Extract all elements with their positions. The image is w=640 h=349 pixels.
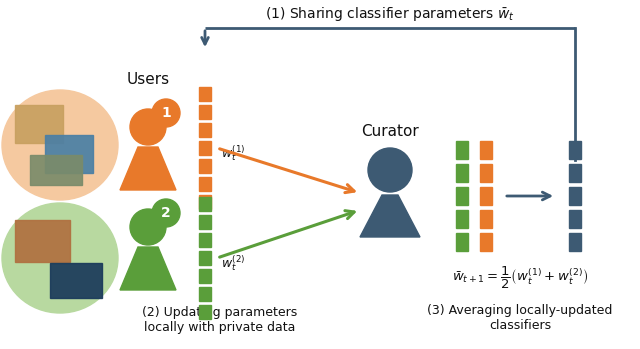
Bar bbox=[199, 305, 211, 319]
Bar bbox=[199, 233, 211, 247]
Bar bbox=[199, 287, 211, 301]
Text: $\bar{w}_{t+1} = \dfrac{1}{2}\left(w_t^{(1)} + w_t^{(2)}\right)$: $\bar{w}_{t+1} = \dfrac{1}{2}\left(w_t^{… bbox=[452, 265, 588, 291]
Text: $w_t^{(1)}$: $w_t^{(1)}$ bbox=[221, 143, 246, 163]
Text: 1: 1 bbox=[161, 106, 171, 120]
Bar bbox=[456, 141, 468, 159]
Text: (3) Averaging locally-updated
classifiers: (3) Averaging locally-updated classifier… bbox=[428, 304, 612, 332]
Polygon shape bbox=[360, 195, 420, 237]
Bar bbox=[199, 197, 211, 211]
Circle shape bbox=[130, 209, 166, 245]
Bar bbox=[199, 269, 211, 283]
Bar bbox=[569, 164, 581, 182]
Ellipse shape bbox=[2, 90, 118, 200]
Bar bbox=[15, 220, 70, 262]
Text: (1) Sharing classifier parameters $\bar{w}_t$: (1) Sharing classifier parameters $\bar{… bbox=[265, 5, 515, 23]
Polygon shape bbox=[120, 147, 176, 190]
Bar bbox=[569, 210, 581, 228]
Bar bbox=[456, 210, 468, 228]
Bar bbox=[199, 251, 211, 265]
Bar bbox=[480, 164, 492, 182]
Bar bbox=[480, 233, 492, 251]
Text: 2: 2 bbox=[161, 206, 171, 220]
Bar bbox=[199, 105, 211, 119]
Bar bbox=[199, 215, 211, 229]
Bar bbox=[456, 187, 468, 205]
Bar bbox=[456, 164, 468, 182]
Bar bbox=[30, 155, 82, 185]
Bar bbox=[199, 159, 211, 173]
Bar bbox=[199, 177, 211, 191]
Text: (2) Updating parameters
locally with private data: (2) Updating parameters locally with pri… bbox=[142, 306, 298, 334]
Bar bbox=[45, 135, 93, 173]
Text: $w_t^{(2)}$: $w_t^{(2)}$ bbox=[221, 253, 246, 273]
Bar bbox=[199, 87, 211, 101]
Text: Users: Users bbox=[127, 73, 170, 88]
Bar bbox=[569, 141, 581, 159]
Circle shape bbox=[152, 99, 180, 127]
Bar bbox=[199, 141, 211, 155]
Ellipse shape bbox=[2, 203, 118, 313]
Circle shape bbox=[130, 109, 166, 145]
Polygon shape bbox=[120, 247, 176, 290]
Bar bbox=[456, 233, 468, 251]
Bar bbox=[569, 233, 581, 251]
Bar bbox=[569, 187, 581, 205]
Bar bbox=[480, 210, 492, 228]
Bar bbox=[50, 263, 102, 298]
Circle shape bbox=[152, 199, 180, 227]
Bar bbox=[15, 105, 63, 143]
Text: Curator: Curator bbox=[361, 125, 419, 140]
Bar bbox=[480, 187, 492, 205]
Bar bbox=[480, 141, 492, 159]
Circle shape bbox=[368, 148, 412, 192]
Bar bbox=[199, 123, 211, 137]
Bar bbox=[199, 195, 211, 209]
